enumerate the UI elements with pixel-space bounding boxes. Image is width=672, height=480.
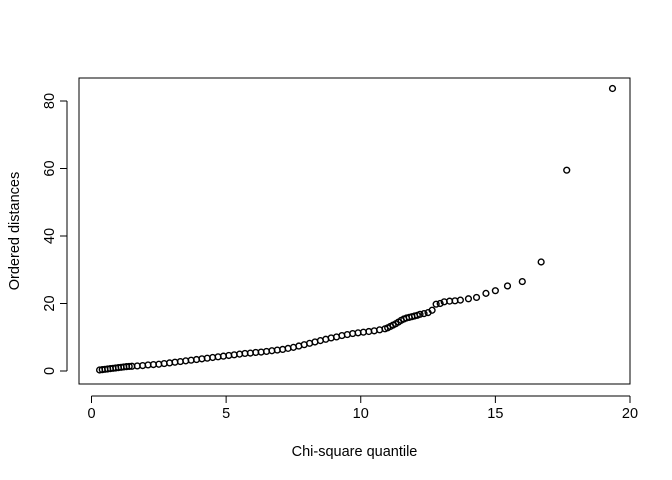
data-point [464, 295, 473, 303]
y-tick-label: 40 [42, 228, 58, 244]
data-point [428, 306, 436, 314]
data-point [472, 293, 481, 302]
y-tick-label: 80 [42, 93, 58, 109]
x-tick-label: 0 [87, 406, 95, 422]
x-tick-label: 15 [487, 406, 503, 422]
x-axis: 0 5 10 15 20 [87, 395, 638, 422]
x-tick-label: 10 [353, 406, 369, 422]
y-tick-label: 20 [42, 295, 58, 311]
x-axis-title: Chi-square quantile [292, 444, 418, 460]
data-point [537, 258, 545, 266]
data-points [95, 84, 617, 374]
plot-frame [78, 77, 631, 385]
data-point [482, 289, 490, 297]
data-point [456, 296, 464, 304]
data-point [432, 300, 440, 308]
y-axis: 0 20 40 60 80 [42, 93, 68, 375]
x-tick-label: 20 [622, 406, 638, 422]
data-point [436, 299, 444, 308]
data-point [491, 287, 499, 295]
data-point [608, 84, 617, 93]
x-tick-label: 5 [222, 406, 230, 422]
y-tick-label: 60 [42, 160, 58, 176]
data-point [518, 277, 526, 286]
data-point [416, 310, 424, 318]
data-point [420, 310, 428, 318]
data-point [125, 362, 133, 371]
data-point [563, 166, 571, 174]
y-tick-label: 0 [42, 367, 58, 375]
data-point [503, 282, 512, 290]
y-axis-title: Ordered distances [7, 172, 23, 290]
